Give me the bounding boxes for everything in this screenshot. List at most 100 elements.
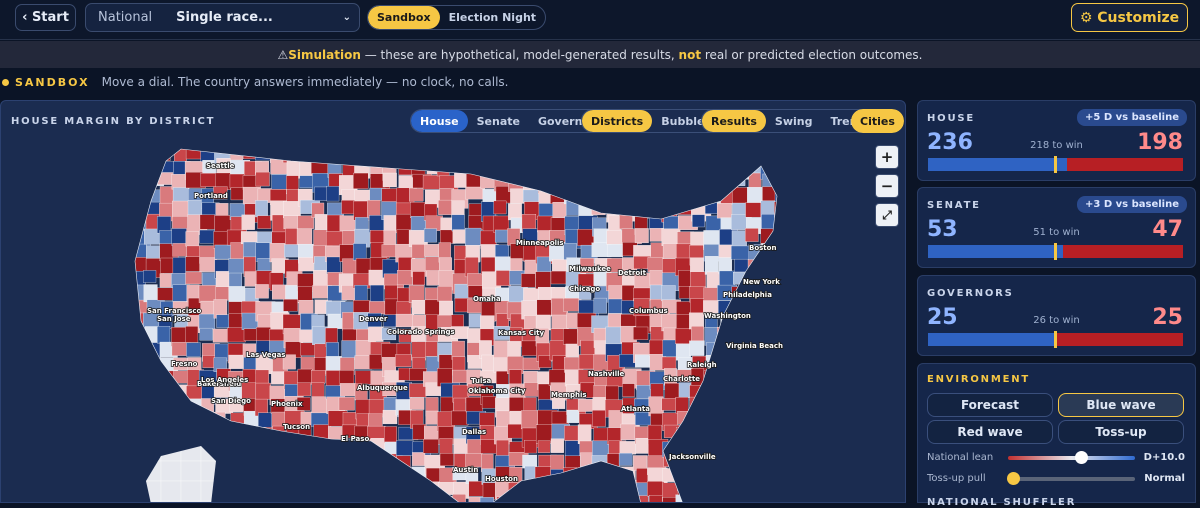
district bbox=[550, 438, 564, 453]
district bbox=[661, 356, 677, 370]
layer[interactable]: Swing bbox=[774, 114, 813, 128]
district bbox=[180, 460, 202, 482]
district bbox=[213, 467, 229, 488]
district bbox=[325, 455, 346, 476]
district bbox=[718, 149, 732, 161]
district bbox=[552, 396, 566, 409]
district bbox=[791, 316, 809, 329]
district bbox=[284, 497, 304, 502]
city-label: Phoenix bbox=[271, 400, 303, 408]
lean-knob[interactable] bbox=[1075, 451, 1088, 464]
district bbox=[774, 483, 777, 496]
district bbox=[706, 149, 726, 160]
pull-knob[interactable] bbox=[1007, 472, 1020, 485]
district bbox=[186, 411, 206, 430]
zoom-in[interactable]: + bbox=[875, 145, 899, 169]
race-card: GOVERNORS 25 26 to win 25 bbox=[917, 275, 1196, 356]
district bbox=[607, 244, 623, 258]
district bbox=[774, 299, 777, 320]
district bbox=[745, 399, 763, 415]
banner-text: — these are hypothetical, model-generate… bbox=[360, 47, 679, 62]
district bbox=[311, 465, 326, 483]
district bbox=[761, 258, 774, 277]
district bbox=[146, 460, 162, 482]
district bbox=[773, 439, 777, 454]
race-dropdown[interactable]: National Single race... ⌄ bbox=[85, 3, 360, 32]
mode[interactable]: Sandbox bbox=[368, 6, 440, 29]
district bbox=[622, 383, 635, 397]
layer[interactable]: Results bbox=[702, 110, 766, 132]
district bbox=[255, 171, 270, 187]
district bbox=[592, 161, 612, 179]
zoom-out[interactable]: − bbox=[875, 174, 899, 198]
district bbox=[200, 480, 216, 502]
district bbox=[790, 175, 805, 187]
back-button[interactable]: ‹ Start bbox=[15, 4, 76, 31]
district bbox=[661, 285, 676, 302]
district bbox=[255, 369, 269, 385]
district bbox=[468, 496, 483, 502]
cities-button[interactable]: Cities bbox=[851, 109, 904, 133]
district bbox=[411, 149, 429, 164]
zoom-fit[interactable]: ⤢ bbox=[875, 203, 899, 227]
district bbox=[145, 189, 163, 204]
district bbox=[636, 202, 654, 219]
district bbox=[368, 413, 383, 428]
customize-button[interactable]: ⚙ Customize bbox=[1071, 3, 1188, 32]
district bbox=[326, 466, 341, 487]
district bbox=[718, 455, 732, 469]
district bbox=[285, 480, 303, 495]
district bbox=[650, 383, 664, 397]
view[interactable]: Bubbles bbox=[661, 114, 711, 128]
district bbox=[135, 381, 147, 397]
district bbox=[775, 370, 777, 385]
district bbox=[563, 467, 578, 482]
pull-slider[interactable] bbox=[1008, 477, 1135, 481]
lean-slider[interactable] bbox=[1008, 456, 1135, 460]
district bbox=[326, 440, 343, 461]
district bbox=[480, 175, 495, 189]
district bbox=[383, 495, 402, 502]
outline bbox=[134, 148, 778, 502]
view[interactable]: Districts bbox=[582, 110, 653, 132]
district bbox=[328, 497, 344, 502]
district bbox=[703, 481, 720, 498]
mode[interactable]: Election Night bbox=[448, 11, 537, 24]
chamber[interactable]: House bbox=[411, 110, 468, 132]
district bbox=[144, 355, 157, 368]
preset[interactable]: Red wave bbox=[927, 420, 1053, 444]
lean-label: National lean bbox=[927, 452, 994, 463]
district bbox=[272, 451, 289, 469]
district bbox=[185, 271, 202, 285]
district bbox=[244, 425, 260, 445]
district bbox=[326, 186, 340, 202]
district bbox=[383, 215, 397, 233]
district bbox=[200, 412, 219, 429]
cities-toggle: Cities bbox=[851, 109, 904, 133]
district bbox=[731, 149, 749, 159]
view-toggle: Districts Bubbles bbox=[581, 109, 721, 133]
district bbox=[538, 482, 553, 499]
district bbox=[284, 468, 302, 481]
district bbox=[271, 371, 285, 385]
district bbox=[577, 399, 594, 412]
district bbox=[605, 385, 619, 403]
preset[interactable]: Forecast bbox=[927, 393, 1053, 417]
district bbox=[608, 298, 624, 314]
district bbox=[135, 371, 151, 386]
preset[interactable]: Blue wave bbox=[1058, 393, 1184, 417]
to-win: 218 to win bbox=[1030, 140, 1083, 151]
district bbox=[494, 158, 515, 176]
banner: ⚠ Simulation — these are hypothetical, m… bbox=[0, 41, 1200, 68]
district bbox=[773, 410, 777, 431]
district bbox=[397, 270, 413, 286]
district bbox=[662, 468, 680, 482]
chamber[interactable]: Senate bbox=[476, 114, 520, 128]
district bbox=[648, 202, 666, 217]
preset[interactable]: Toss-up bbox=[1058, 420, 1184, 444]
district bbox=[776, 217, 777, 236]
district bbox=[216, 454, 235, 474]
rep-bar bbox=[1055, 333, 1183, 346]
district bbox=[689, 396, 705, 414]
lean-value: D+10.0 bbox=[1143, 452, 1185, 463]
